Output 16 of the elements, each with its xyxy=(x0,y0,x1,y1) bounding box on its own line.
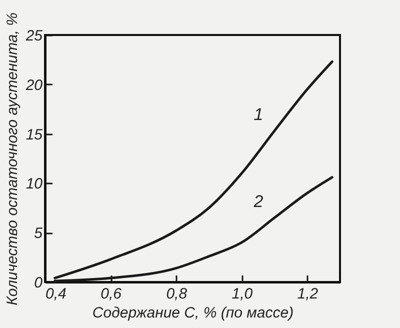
series-label: 2 xyxy=(252,192,264,211)
y-tick-label: 0 xyxy=(34,274,44,292)
series-label: 1 xyxy=(254,104,264,124)
y-tick-label: 25 xyxy=(24,28,44,44)
x-tick-label: 0,4 xyxy=(46,286,66,302)
y-tick-label: 15 xyxy=(26,126,44,144)
x-axis-title: Содержание C, % (по массе) xyxy=(92,304,294,322)
x-tick-label: 0,8 xyxy=(166,286,188,302)
y-tick-label: 20 xyxy=(24,76,44,94)
x-tick-label: 1,2 xyxy=(297,286,319,302)
line-series xyxy=(54,60,334,280)
y-tick-label: 5 xyxy=(34,225,44,242)
x-tick-label: 0,6 xyxy=(100,286,122,302)
y-axis-title: Количество остаточного аустенита, % xyxy=(4,12,21,306)
y-tick-label: 10 xyxy=(26,176,44,193)
x-tick-label: 1,0 xyxy=(232,286,254,302)
